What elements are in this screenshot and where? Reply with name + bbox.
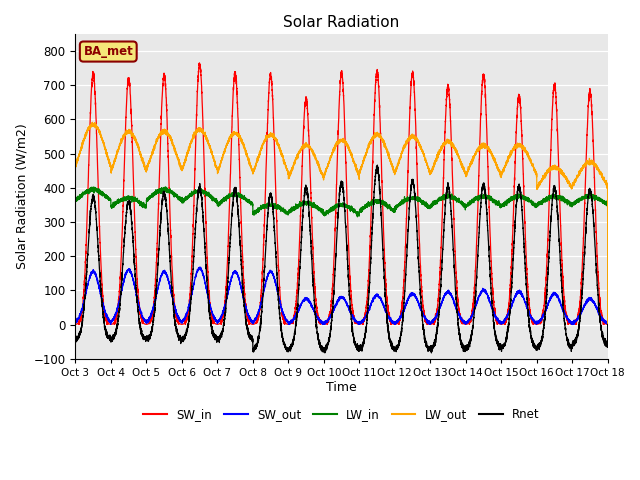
SW_in — [324, 316, 332, 322]
Rnet — [374, 162, 381, 168]
LW_in — [476, 194, 483, 200]
SW_in — [476, 145, 483, 151]
Line: SW_out: SW_out — [76, 267, 608, 324]
SW_out — [253, 314, 260, 320]
LW_out — [582, 162, 589, 168]
SW_out — [196, 264, 204, 270]
LW_out — [575, 171, 582, 177]
LW_out — [72, 164, 79, 169]
LW_out — [476, 143, 483, 148]
LW_out — [324, 165, 332, 170]
SW_in — [196, 60, 204, 66]
LW_in — [324, 209, 332, 215]
SW_out — [72, 319, 79, 325]
LW_out — [253, 160, 260, 166]
SW_out — [461, 319, 468, 325]
SW_in — [75, 322, 83, 327]
Rnet — [461, 343, 468, 349]
Rnet — [575, 325, 582, 331]
LW_in — [162, 184, 170, 190]
Rnet — [476, 219, 483, 225]
LW_in — [604, 323, 612, 329]
LW_out — [88, 120, 96, 125]
Line: LW_in: LW_in — [76, 187, 608, 326]
LW_out — [604, 321, 612, 327]
Line: Rnet: Rnet — [76, 165, 608, 353]
SW_in — [604, 322, 612, 327]
SW_out — [324, 318, 332, 324]
Rnet — [72, 338, 79, 344]
LW_in — [253, 208, 260, 214]
Rnet — [604, 322, 612, 327]
LW_out — [461, 169, 468, 175]
SW_out — [575, 313, 582, 319]
SW_in — [575, 311, 582, 316]
Rnet — [582, 234, 589, 240]
SW_out — [476, 292, 483, 298]
Rnet — [428, 350, 435, 356]
LW_in — [575, 196, 582, 202]
Title: Solar Radiation: Solar Radiation — [284, 15, 399, 30]
Legend: SW_in, SW_out, LW_in, LW_out, Rnet: SW_in, SW_out, LW_in, LW_out, Rnet — [139, 404, 545, 426]
LW_in — [582, 195, 589, 201]
SW_out — [582, 301, 589, 307]
Rnet — [252, 345, 260, 351]
SW_in — [72, 322, 79, 327]
LW_in — [72, 198, 79, 204]
SW_in — [582, 178, 589, 183]
Line: LW_out: LW_out — [76, 122, 608, 324]
X-axis label: Time: Time — [326, 381, 357, 394]
SW_in — [461, 321, 468, 327]
SW_out — [285, 322, 293, 327]
SW_out — [604, 322, 612, 327]
Text: BA_met: BA_met — [83, 45, 133, 58]
SW_in — [253, 321, 260, 326]
Y-axis label: Solar Radiation (W/m2): Solar Radiation (W/m2) — [15, 123, 28, 269]
Rnet — [323, 341, 331, 347]
LW_in — [461, 203, 468, 209]
Line: SW_in: SW_in — [76, 63, 608, 324]
